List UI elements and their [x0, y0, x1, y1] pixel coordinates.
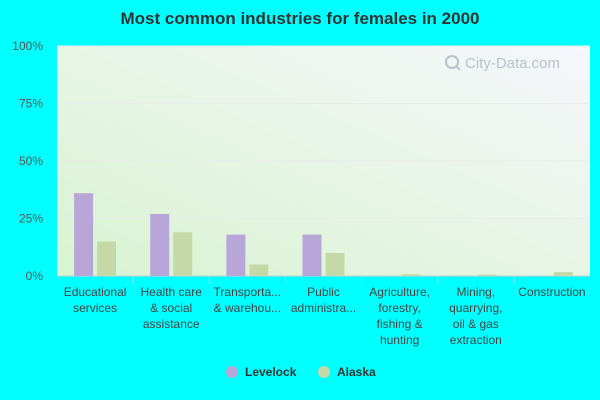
bar-levelock [74, 193, 94, 276]
watermark: City-Data.com [445, 55, 560, 72]
legend-swatch [318, 366, 330, 378]
legend: Levelock Alaska [226, 365, 376, 379]
magnifier-icon [445, 55, 459, 69]
x-tick-label: Public administra... [291, 285, 356, 315]
bar-alaska [325, 253, 345, 276]
bar-alaska [477, 274, 497, 276]
legend-label: Levelock [245, 365, 297, 379]
watermark-text: City-Data.com [465, 55, 560, 72]
bar-alaska [173, 232, 193, 276]
x-tick-label: Educational services [64, 285, 127, 315]
x-tick-label: Transporta... & warehou... [214, 285, 282, 315]
y-tick-label: 75% [19, 97, 43, 111]
y-tick-label: 50% [19, 154, 43, 168]
x-tick-label: Agriculture, forestry, fishing & hunting [369, 285, 430, 347]
grid-lines [57, 45, 590, 284]
y-tick-label: 0% [26, 269, 44, 283]
x-tick-label: Construction [518, 285, 585, 299]
bar-alaska [249, 264, 269, 276]
legend-label: Alaska [337, 365, 376, 379]
x-axis: Educational services Health care & social as… [64, 285, 586, 347]
bar-alaska [97, 241, 117, 276]
magnifier-handle [455, 65, 461, 71]
bars [74, 193, 573, 276]
y-tick-label: 100% [12, 39, 43, 53]
legend-swatch [226, 366, 238, 378]
bar-alaska [553, 272, 573, 276]
x-tick-label: Health care & social assistance [141, 285, 203, 331]
y-axis: 0% 25% 50% 75% 100% [12, 39, 43, 283]
x-tick-label: Mining, quarrying, oil & gas extraction [449, 285, 502, 347]
bar-levelock [226, 234, 246, 276]
y-tick-label: 25% [19, 212, 43, 226]
bar-levelock [150, 213, 170, 276]
bar-alaska [401, 274, 421, 276]
chart-title: Most common industries for females in 20… [121, 9, 480, 28]
bar-levelock [302, 234, 322, 276]
